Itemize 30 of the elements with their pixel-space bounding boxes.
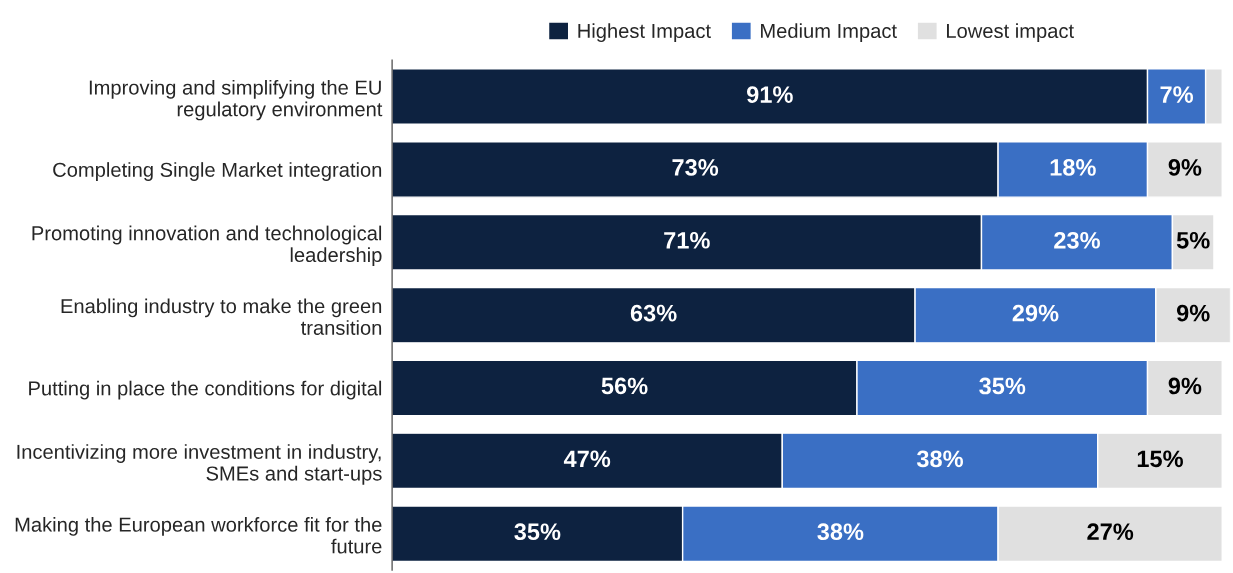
legend-label: Lowest impact — [947, 23, 1074, 43]
data-label: 38% — [916, 450, 963, 468]
y-tick-label: Promoting innovation and technological leadership — [32, 225, 382, 267]
data-label: 91% — [747, 86, 793, 103]
data-label: 73% — [672, 159, 719, 176]
y-tick-label: Improving and simplifying the EU regulatory environment — [89, 79, 383, 121]
data-label: 7% — [1160, 86, 1194, 103]
data-label: 9% — [1168, 377, 1202, 395]
data-label: 9% — [1168, 159, 1202, 176]
data-label: 56% — [601, 377, 648, 395]
data-label: 35% — [979, 377, 1026, 395]
data-label: 71% — [664, 231, 710, 249]
data-label: 63% — [630, 304, 677, 322]
data-label: 5% — [1176, 231, 1210, 249]
data-label: 27% — [1087, 523, 1134, 540]
y-tick-label: Making the European workforce fit for the future — [15, 517, 382, 554]
data-label: 38% — [817, 523, 864, 541]
data-label: 35% — [514, 523, 561, 541]
y-tick-label: Putting in place the conditions for digital — [29, 380, 382, 400]
legend-label: Highest Impact — [578, 23, 711, 43]
data-label: 47% — [563, 450, 611, 468]
y-tick-label: Completing Single Market integration — [53, 162, 382, 181]
data-label: 9% — [1176, 304, 1210, 322]
data-label: 15% — [1137, 450, 1183, 468]
y-tick-label: Enabling industry to make the green transition — [61, 298, 382, 335]
legend-label: Medium Impact — [761, 23, 897, 43]
data-label: 29% — [1012, 304, 1059, 322]
data-label: 23% — [1054, 231, 1100, 249]
data-label: 18% — [1050, 159, 1096, 176]
y-tick-label: Incentivizing more investment in industry, SMEs and start-ups — [17, 444, 382, 485]
